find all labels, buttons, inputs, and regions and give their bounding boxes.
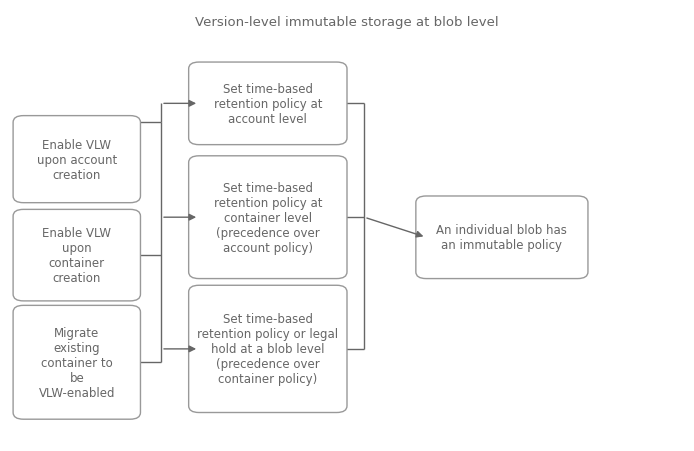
Text: Set time-based
retention policy at
container level
(precedence over
account poli: Set time-based retention policy at conta… xyxy=(214,181,322,254)
FancyBboxPatch shape xyxy=(189,63,347,145)
Text: Migrate
existing
container to
be
VLW-enabled: Migrate existing container to be VLW-ena… xyxy=(39,326,115,399)
FancyBboxPatch shape xyxy=(13,116,140,203)
Text: Version-level immutable storage at blob level: Version-level immutable storage at blob … xyxy=(195,16,499,29)
Text: Enable VLW
upon
container
creation: Enable VLW upon container creation xyxy=(42,227,111,285)
FancyBboxPatch shape xyxy=(189,285,347,413)
FancyBboxPatch shape xyxy=(13,306,140,419)
Text: Set time-based
retention policy or legal
hold at a blob level
(precedence over
c: Set time-based retention policy or legal… xyxy=(197,313,339,386)
FancyBboxPatch shape xyxy=(189,156,347,279)
Text: An individual blob has
an immutable policy: An individual blob has an immutable poli… xyxy=(437,224,567,252)
Text: Enable VLW
upon account
creation: Enable VLW upon account creation xyxy=(37,138,117,181)
FancyBboxPatch shape xyxy=(13,210,140,301)
Text: Set time-based
retention policy at
account level: Set time-based retention policy at accou… xyxy=(214,83,322,125)
FancyBboxPatch shape xyxy=(416,197,588,279)
